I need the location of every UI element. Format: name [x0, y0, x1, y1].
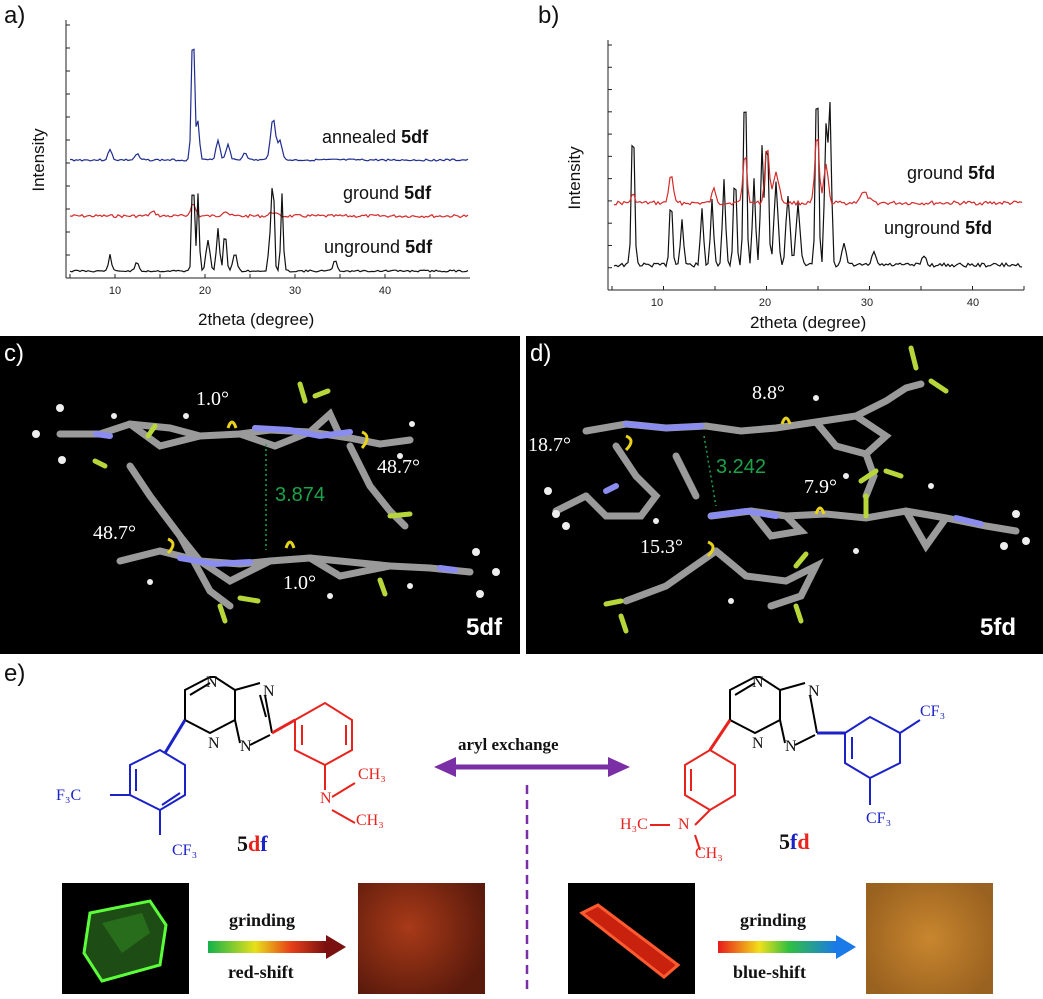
struct-5df-n3: N	[208, 735, 220, 752]
panel-a-plot: 10 20 30 40	[65, 20, 470, 297]
panel-a-trace-ground: ground 5df	[343, 183, 432, 203]
right-arrow-top-label: grinding	[740, 910, 807, 930]
panel-d-crystal-structure: 8.8° 18.7° 7.9° 15.3° 3.242 d) 5fd	[526, 336, 1043, 654]
panel-c-angle-4: 1.0°	[283, 572, 316, 594]
struct-5df-n1: N	[263, 683, 275, 700]
panel-b-xtick-40: 40	[967, 297, 979, 309]
aryl-exchange-arrow	[434, 757, 630, 777]
panel-a-xtick-20: 20	[199, 285, 211, 297]
struct-5df-cf3-bottom: CF₃	[172, 842, 198, 859]
panel-a-xtick-30: 30	[289, 285, 301, 297]
panel-d-molecule-drawing	[544, 345, 1030, 634]
panel-c-label: c)	[4, 340, 24, 367]
struct-5df-n2: N	[240, 738, 252, 755]
panel-c-compound: 5df	[466, 614, 502, 641]
panel-c-distance: 3.874	[275, 484, 326, 506]
panel-c-angle-3: 48.7°	[93, 522, 136, 544]
panel-b-xtick-20: 20	[759, 297, 771, 309]
panel-a-label: a)	[4, 2, 26, 29]
panel-d-distance: 3.242	[716, 456, 767, 478]
panel-a-trace-annealed: annealed 5df	[322, 127, 429, 147]
panel-b-ylabel: Intensity	[565, 146, 584, 210]
panel-c-angle-2: 48.7°	[377, 456, 420, 478]
crystal-photo-5fd-red	[568, 883, 695, 994]
panel-d-angle-1: 8.8°	[752, 382, 785, 404]
struct-5df-n-top: N	[206, 674, 218, 691]
center-divider	[525, 785, 529, 994]
panel-a-xlabel: 2theta (degree)	[198, 310, 315, 329]
right-gradient-arrow	[718, 935, 856, 959]
panel-b-xtick-10: 10	[651, 297, 663, 309]
panel-b-plot: 10 20 30 40	[607, 40, 1025, 309]
left-arrow-bottom-label: red-shift	[228, 962, 294, 982]
panel-c-angle-1: 1.0°	[196, 388, 229, 410]
panel-a-trace-unground: unground 5df	[324, 237, 433, 257]
panel-c-crystal-structure: 1.0° 48.7° 48.7° 1.0° 3.874 c) 5df	[0, 336, 520, 654]
panel-a-ylabel: Intensity	[29, 128, 48, 192]
panel-c-molecule-drawing	[32, 381, 500, 624]
struct-5fd-h3c: H₃C	[620, 816, 648, 833]
structure-5df	[110, 676, 356, 835]
powder-photo-5df-red	[358, 883, 485, 994]
panel-a-xtick-10: 10	[109, 285, 121, 297]
panel-d-angle-4: 15.3°	[640, 536, 683, 558]
aryl-exchange-label: aryl exchange	[458, 735, 559, 754]
struct-5df-amine-n: N	[320, 790, 332, 807]
struct-5fd-cf3-top: CF₃	[920, 703, 946, 720]
struct-5df-ch3-bottom: CH₃	[356, 812, 384, 829]
panel-a-xtick-40: 40	[379, 285, 391, 297]
struct-5df-cf3-left: F₃C	[56, 787, 82, 804]
struct-5fd-name: 5fd	[779, 829, 810, 854]
panel-b-trace-unground: unground 5fd	[884, 218, 993, 238]
struct-5fd-n1: N	[808, 683, 820, 700]
struct-5fd-ch3-bottom: CH₃	[695, 845, 723, 862]
panel-d-label: d)	[530, 340, 552, 367]
structure-5fd	[650, 676, 921, 851]
crystal-photo-5df-green	[62, 883, 189, 994]
panel-d-compound: 5fd	[980, 614, 1016, 641]
panel-b-xlabel: 2theta (degree)	[750, 313, 867, 332]
struct-5fd-n2: N	[785, 738, 797, 755]
panel-b-label: b)	[538, 2, 560, 29]
struct-5fd-cf3-bottom: CF₃	[866, 810, 892, 827]
struct-5fd-n3: N	[752, 735, 764, 752]
panel-e-label: e)	[4, 660, 26, 687]
struct-5fd-n-top: N	[752, 674, 764, 691]
panel-b-trace-ground: ground 5fd	[907, 163, 996, 183]
left-arrow-top-label: grinding	[229, 910, 296, 930]
powder-photo-5fd-orange	[866, 883, 993, 994]
panel-b-xtick-30: 30	[861, 297, 873, 309]
right-arrow-bottom-label: blue-shift	[733, 962, 807, 982]
struct-5df-name: 5df	[237, 831, 268, 856]
panel-d-angle-3: 7.9°	[804, 476, 837, 498]
struct-5df-ch3-top: CH₃	[358, 766, 386, 783]
left-gradient-arrow	[208, 935, 346, 959]
panel-d-angle-2: 18.7°	[528, 434, 571, 456]
struct-5fd-amine-n: N	[678, 816, 690, 833]
